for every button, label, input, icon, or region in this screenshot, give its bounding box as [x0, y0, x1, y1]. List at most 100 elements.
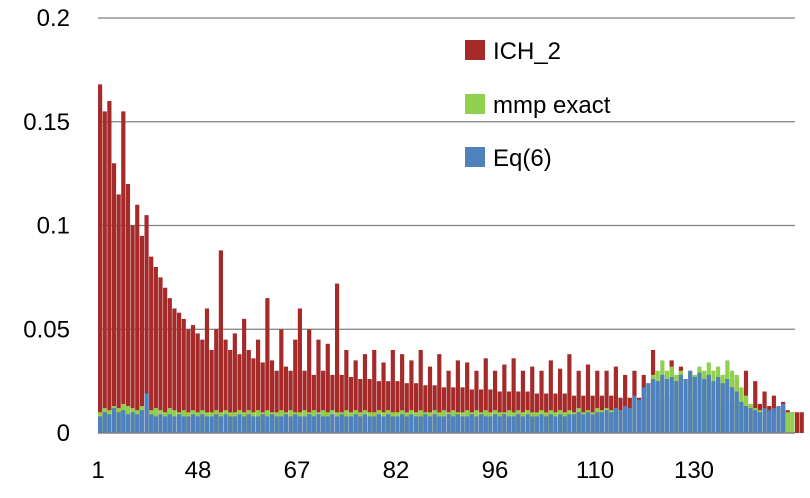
- bar: [274, 416, 279, 433]
- bar: [395, 416, 400, 433]
- bar: [623, 406, 628, 433]
- bar: [228, 350, 233, 433]
- bar: [334, 283, 340, 433]
- bar: [427, 416, 433, 433]
- bar: [400, 354, 405, 433]
- bar: [307, 414, 312, 433]
- bar: [413, 416, 419, 433]
- bar: [409, 360, 414, 434]
- bar: [530, 366, 535, 433]
- y-tick-label: 0: [57, 420, 70, 447]
- bar: [404, 383, 409, 433]
- bar: [246, 414, 251, 433]
- bar: [135, 414, 140, 433]
- bar: [116, 412, 121, 433]
- legend: ICH_2 mmp exact Eq(6): [465, 38, 611, 172]
- bar: [316, 339, 321, 434]
- bar: [190, 414, 196, 433]
- bar: [372, 350, 377, 433]
- bar: [163, 287, 168, 433]
- bar: [432, 385, 437, 433]
- bar: [144, 393, 149, 433]
- x-tick-label: 67: [284, 457, 311, 484]
- bar: [293, 339, 298, 434]
- bar: [571, 414, 577, 433]
- bar: [116, 194, 121, 433]
- bar: [669, 376, 674, 433]
- bar: [441, 416, 447, 433]
- bar: [660, 374, 665, 433]
- bar: [785, 412, 790, 433]
- bar: [144, 215, 149, 433]
- bar: [460, 387, 465, 433]
- bar: [246, 350, 251, 433]
- bar: [465, 416, 470, 433]
- bar: [650, 379, 656, 433]
- bar: [367, 416, 372, 433]
- legend-label-eq6: Eq(6): [493, 145, 552, 172]
- bar: [539, 370, 544, 433]
- x-tick-labels: 1 48 67 82 96 110 130: [91, 457, 714, 484]
- legend-swatch-mmp-exact: [465, 94, 485, 114]
- bar: [158, 277, 163, 434]
- bar: [386, 414, 391, 433]
- bar: [479, 414, 484, 433]
- bar: [107, 101, 112, 433]
- bar: [492, 370, 498, 433]
- bar: [516, 414, 521, 433]
- bar: [534, 416, 539, 433]
- bar: [632, 395, 637, 433]
- x-tick-label: 48: [185, 457, 212, 484]
- bar: [172, 416, 177, 433]
- bar: [200, 414, 205, 433]
- bar: [609, 412, 614, 433]
- bar: [130, 225, 135, 433]
- bar: [223, 339, 228, 434]
- bar: [237, 354, 242, 433]
- bar: [390, 416, 395, 433]
- bar: [176, 414, 182, 433]
- bar: [297, 308, 302, 433]
- bar: [358, 416, 363, 433]
- bar: [265, 416, 270, 433]
- bar: [492, 414, 498, 433]
- bar: [316, 414, 321, 433]
- bar: [181, 416, 186, 433]
- bars: [98, 84, 804, 434]
- bar: [228, 416, 233, 433]
- y-tick-label: 0.1: [37, 213, 70, 240]
- bar: [423, 385, 428, 433]
- bar: [418, 350, 423, 433]
- bar: [729, 387, 735, 433]
- bar: [646, 383, 651, 433]
- bar: [218, 250, 223, 433]
- bar: [209, 350, 214, 433]
- bar: [181, 318, 186, 434]
- bar: [641, 387, 646, 433]
- bar: [520, 416, 526, 433]
- bar: [98, 84, 103, 434]
- bar: [269, 414, 275, 433]
- bar: [479, 389, 484, 433]
- bar: [237, 414, 242, 433]
- bar: [321, 416, 326, 433]
- bar: [581, 414, 586, 433]
- bar: [125, 414, 131, 433]
- bar: [125, 184, 131, 433]
- bar: [149, 414, 154, 433]
- bar: [186, 416, 191, 433]
- bar: [404, 416, 409, 433]
- bar: [502, 414, 507, 433]
- bar: [567, 354, 572, 433]
- bar: [576, 412, 581, 433]
- bar: [734, 391, 739, 433]
- bar: [720, 383, 725, 433]
- bar: [613, 408, 618, 433]
- bar: [544, 416, 549, 433]
- bar: [655, 381, 660, 434]
- bar: [585, 364, 591, 433]
- bar: [232, 416, 237, 433]
- bar: [576, 370, 581, 433]
- bar: [446, 414, 451, 433]
- bar: [525, 414, 530, 433]
